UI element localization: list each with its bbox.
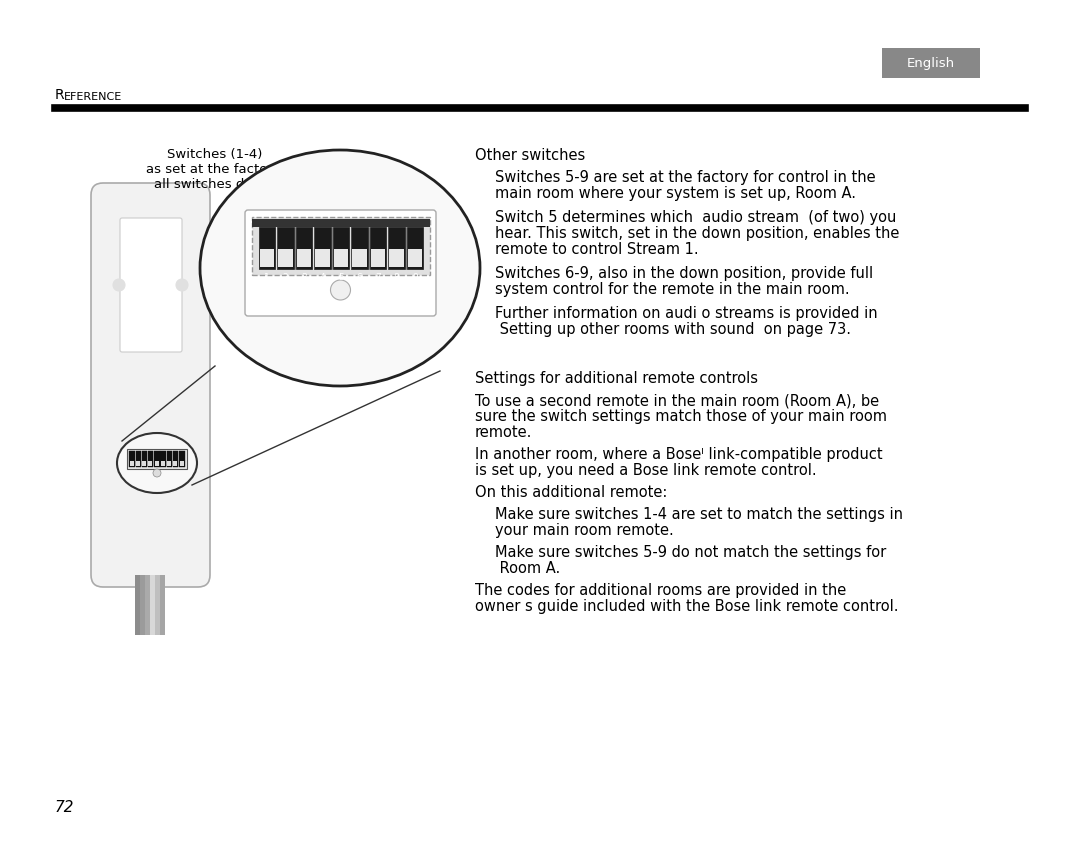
Text: In another room, where a Boseᴵ link-compatible product: In another room, where a Boseᴵ link-comp… [475,447,882,462]
FancyBboxPatch shape [882,48,980,78]
Bar [173,451,178,467]
Text: 9: 9 [411,273,418,282]
Text: Switch 5 determines which  audio stream  (of two) you: Switch 5 determines which audio stream (… [495,210,896,225]
Bar [279,249,293,267]
Bar [166,451,172,467]
Text: 7: 7 [375,273,381,282]
Bar [136,461,140,466]
Bar [135,575,140,635]
Bar [406,227,423,269]
Circle shape [113,279,125,291]
Bar [161,461,165,466]
Bar [179,461,184,466]
Circle shape [176,279,188,291]
Text: Room A.: Room A. [495,561,561,576]
Text: as set at the factory:: as set at the factory: [146,163,284,176]
Bar [333,227,349,269]
Bar [130,461,134,466]
Bar [156,575,160,635]
Text: 8: 8 [393,273,400,282]
Bar [154,451,160,467]
Bar [150,575,156,635]
Text: remote to control Stream 1.: remote to control Stream 1. [495,242,699,257]
Text: 2: 2 [283,273,288,282]
FancyBboxPatch shape [91,183,210,587]
Bar [154,461,159,466]
Bar [334,249,348,267]
Bar [135,451,141,467]
Text: 6: 6 [356,273,362,282]
Text: Make sure switches 5-9 do not match the settings for: Make sure switches 5-9 do not match the … [495,545,887,560]
Text: Make sure switches 1-4 are set to match the settings in: Make sure switches 1-4 are set to match … [495,507,903,522]
Bar [259,227,275,269]
FancyBboxPatch shape [127,449,187,469]
Bar [351,227,367,269]
Text: 3: 3 [301,273,307,282]
Text: Further information on audi o streams is provided in: Further information on audi o streams is… [495,306,878,321]
Text: English: English [907,56,955,70]
Bar [140,575,145,635]
Bar [143,461,146,466]
Text: Switches (1-4): Switches (1-4) [167,148,262,161]
Text: Settings for additional remote controls: Settings for additional remote controls [475,371,758,386]
Text: your main room remote.: your main room remote. [495,523,674,538]
Text: remote.: remote. [475,425,532,440]
Bar [278,227,294,269]
Text: To use a second remote in the main room (Room A), be: To use a second remote in the main room … [475,393,879,408]
Text: 1: 1 [265,273,270,282]
Text: Switches 5-9 are set at the factory for control in the: Switches 5-9 are set at the factory for … [495,170,876,185]
Bar [174,461,177,466]
Bar [352,249,367,267]
Bar [260,249,274,267]
Bar [145,575,150,635]
Text: hear. This switch, set in the down position, enables the: hear. This switch, set in the down posit… [495,226,900,241]
Text: On this additional remote:: On this additional remote: [475,485,667,500]
Bar [296,227,312,269]
Bar [370,249,386,267]
Text: The codes for additional rooms are provided in the: The codes for additional rooms are provi… [475,583,847,598]
Bar [407,249,422,267]
Circle shape [153,469,161,477]
Bar [148,451,153,467]
FancyBboxPatch shape [245,210,436,316]
Text: 4: 4 [320,273,325,282]
Bar [148,461,152,466]
Ellipse shape [117,433,197,493]
Text: 5: 5 [338,273,343,282]
Bar [252,219,430,227]
Bar [160,575,165,635]
Text: main room where your system is set up, Room A.: main room where your system is set up, R… [495,186,856,201]
Bar [388,227,405,269]
Bar [179,451,185,467]
Bar [297,249,311,267]
Ellipse shape [200,150,480,386]
Bar [314,227,330,269]
Text: is set up, you need a Bose link remote control.: is set up, you need a Bose link remote c… [475,463,816,478]
Text: EFERENCE: EFERENCE [64,92,122,102]
Text: R: R [55,88,65,102]
Text: system control for the remote in the main room.: system control for the remote in the mai… [495,282,850,297]
Text: sure the switch settings match those of your main room: sure the switch settings match those of … [475,409,887,424]
Bar [315,249,329,267]
Text: Switches 6-9, also in the down position, provide full: Switches 6-9, also in the down position,… [495,266,873,281]
FancyBboxPatch shape [252,217,430,275]
Bar [141,451,147,467]
Bar [167,461,171,466]
Bar [130,451,135,467]
Bar [369,227,387,269]
Text: Setting up other rooms with sound  on page 73.: Setting up other rooms with sound on pag… [495,322,851,337]
Text: owner s guide included with the Bose link remote control.: owner s guide included with the Bose lin… [475,599,899,614]
Text: 72: 72 [55,800,75,815]
Circle shape [330,280,351,300]
Text: Other switches: Other switches [475,148,585,163]
Bar [161,451,166,467]
FancyBboxPatch shape [120,218,183,352]
Bar [389,249,404,267]
Text: all switches down.: all switches down. [154,178,276,191]
